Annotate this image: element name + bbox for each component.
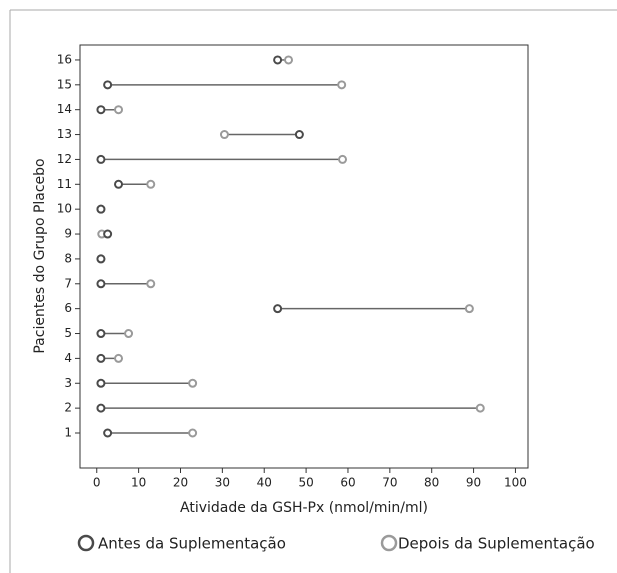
y-tick-label: 7 [64, 276, 72, 290]
point [273, 55, 283, 65]
y-tick-label: 13 [57, 127, 72, 141]
y-tick-label: 2 [64, 401, 72, 415]
point [294, 130, 304, 140]
point [96, 378, 106, 388]
point [146, 179, 156, 189]
y-tick-label: 14 [57, 102, 72, 116]
point [475, 403, 485, 413]
point [284, 55, 294, 65]
point [96, 204, 106, 214]
point [219, 130, 229, 140]
point [146, 279, 156, 289]
point [96, 329, 106, 339]
x-tick-label: 0 [93, 476, 101, 490]
point [96, 254, 106, 264]
y-tick-label: 3 [64, 376, 72, 390]
y-tick-label: 11 [57, 177, 72, 191]
y-tick-label: 12 [57, 152, 72, 166]
y-tick-label: 5 [64, 326, 72, 340]
point [103, 80, 113, 90]
point [114, 105, 124, 115]
y-tick-label: 16 [57, 52, 72, 66]
point [96, 353, 106, 363]
x-tick-label: 90 [466, 476, 481, 490]
x-tick-label: 40 [257, 476, 272, 490]
x-tick-label: 30 [215, 476, 230, 490]
point [96, 154, 106, 164]
y-axis-title: Pacientes do Grupo Placebo [32, 158, 48, 353]
y-tick-label: 10 [57, 202, 72, 216]
point [464, 304, 474, 314]
point [96, 105, 106, 115]
point [96, 403, 106, 413]
x-tick-label: 10 [131, 476, 146, 490]
x-axis-title: Atividade da GSH-Px (nmol/min/ml) [180, 500, 428, 516]
point [273, 304, 283, 314]
point [96, 279, 106, 289]
legend-marker [77, 534, 95, 552]
point [114, 353, 124, 363]
x-tick-label: 20 [173, 476, 188, 490]
point [103, 428, 113, 438]
y-tick-label: 1 [64, 426, 72, 440]
x-tick-label: 60 [340, 476, 355, 490]
point [337, 80, 347, 90]
point [338, 154, 348, 164]
x-tick-label: 100 [504, 476, 527, 490]
x-tick-label: 80 [424, 476, 439, 490]
point [114, 179, 124, 189]
point [103, 229, 113, 239]
x-tick-label: 50 [298, 476, 313, 490]
plot-area [79, 44, 529, 469]
legend-label: Depois da Suplementação [398, 535, 595, 553]
point [124, 329, 134, 339]
y-tick-label: 15 [57, 77, 72, 91]
y-tick-label: 4 [64, 351, 72, 365]
y-tick-label: 8 [64, 251, 72, 265]
point [188, 378, 198, 388]
y-tick-label: 6 [64, 301, 72, 315]
y-tick-label: 9 [64, 227, 72, 241]
x-tick-label: 70 [382, 476, 397, 490]
point [188, 428, 198, 438]
legend-marker [380, 534, 398, 552]
legend-label: Antes da Suplementação [98, 535, 286, 553]
